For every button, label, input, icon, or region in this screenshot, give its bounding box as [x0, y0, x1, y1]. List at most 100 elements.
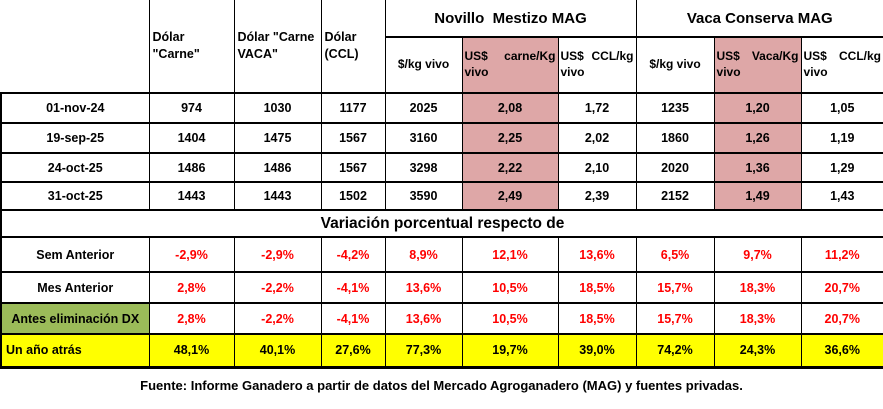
variation-cell: -2,2%: [233, 271, 322, 304]
variation-cell: 36,6%: [800, 333, 883, 369]
price-cell: 1,49: [713, 181, 802, 211]
row-label-date: 31-oct-25: [0, 181, 150, 211]
variation-cell: 8,9%: [384, 236, 463, 273]
price-cell: 1860: [635, 122, 715, 154]
variation-cell: -2,9%: [148, 236, 235, 273]
price-cell: 1,20: [713, 92, 802, 124]
variation-cell: -2,9%: [233, 236, 322, 273]
price-cell: 1030: [233, 92, 322, 124]
variation-cell: 18,3%: [713, 271, 802, 304]
price-cell: 2,39: [557, 181, 637, 211]
price-table: Dólar "Carne" Dólar "Carne VACA" Dólar (…: [0, 0, 883, 369]
price-cell: 2,22: [461, 152, 559, 183]
price-row: 24-oct-25 1486 1486 1567 3298 2,22 2,10 2020 1,3…: [0, 152, 883, 183]
col-header-dolar-ccl: Dólar (CCL): [320, 0, 386, 94]
price-cell: 1443: [233, 181, 322, 211]
variation-row: Antes eliminación DX 2,8% -2,2% -4,1% 13,6% 1…: [0, 302, 883, 335]
variation-cell: 20,7%: [800, 271, 883, 304]
variation-cell: 13,6%: [384, 271, 463, 304]
variation-cell: 13,6%: [557, 236, 637, 273]
col-header-dolar-carne-vaca: Dólar "Carne VACA": [233, 0, 322, 94]
price-cell: 2152: [635, 181, 715, 211]
row-label-variation: Mes Anterior: [0, 271, 150, 304]
price-cell: 3298: [384, 152, 463, 183]
price-cell: 1177: [320, 92, 386, 124]
variation-cell: 2,8%: [148, 302, 235, 335]
corner-empty-cell: [1, 0, 150, 94]
price-cell: 1486: [148, 152, 235, 183]
price-cell: 1,19: [800, 122, 883, 154]
price-cell: 1567: [320, 152, 386, 183]
col-header-novillo-usd-ccl: US$ CCL/kg vivo: [557, 36, 637, 94]
variation-cell: 18,3%: [713, 302, 802, 335]
price-cell: 1567: [320, 122, 386, 154]
source-note: Fuente: Informe Ganadero a partir de dat…: [140, 377, 743, 393]
price-cell: 1,29: [800, 152, 883, 183]
price-row: 01-nov-24 974 1030 1177 2025 2,08 1,72 1235 1,20…: [0, 92, 883, 124]
row-label-date: 24-oct-25: [0, 152, 150, 183]
variation-cell: 12,1%: [461, 236, 559, 273]
group-header-vaca-conserva-mag: Vaca Conserva MAG: [635, 0, 883, 38]
col-header-novillo-kg-vivo: $/kg vivo: [384, 36, 463, 94]
variation-cell: 10,5%: [461, 302, 559, 335]
variation-cell: -2,2%: [233, 302, 322, 335]
variation-cell: 15,7%: [635, 302, 715, 335]
group-header-novillo-mestizo-mag: Novillo Mestizo MAG: [384, 0, 637, 38]
price-row: 19-sep-25 1404 1475 1567 3160 2,25 2,02 1860 1,2…: [0, 122, 883, 154]
variation-cell: 77,3%: [384, 333, 463, 369]
price-cell: 2,10: [557, 152, 637, 183]
price-row: 31-oct-25 1443 1443 1502 3590 2,49 2,39 2152 1,4…: [0, 181, 883, 211]
price-cell: 2025: [384, 92, 463, 124]
variation-cell: 24,3%: [713, 333, 802, 369]
price-cell: 1,05: [800, 92, 883, 124]
col-header-dolar-carne: Dólar "Carne": [148, 0, 235, 94]
row-label-date: 01-nov-24: [0, 92, 150, 124]
variation-cell: 18,5%: [557, 302, 637, 335]
variation-cell: 13,6%: [384, 302, 463, 335]
variation-cell: 2,8%: [148, 271, 235, 304]
price-cell: 3590: [384, 181, 463, 211]
variation-cell: 40,1%: [233, 333, 322, 369]
price-cell: 1475: [233, 122, 322, 154]
variation-cell: 9,7%: [713, 236, 802, 273]
header-sub-row: $/kg vivo US$ carne/Kg vivo US$ CCL/kg v…: [1, 36, 883, 94]
variation-section-title: Variación porcentual respecto de: [0, 209, 883, 238]
price-cell: 1502: [320, 181, 386, 211]
price-cell: 1,43: [800, 181, 883, 211]
variation-cell: 10,5%: [461, 271, 559, 304]
variation-cell: 48,1%: [148, 333, 235, 369]
price-cell: 2,02: [557, 122, 637, 154]
price-cell: 974: [148, 92, 235, 124]
row-label-variation: Un año atrás: [0, 333, 150, 369]
col-header-vaca-kg-vivo: $/kg vivo: [635, 36, 715, 94]
price-cell: 1,26: [713, 122, 802, 154]
col-header-novillo-usd-carne: US$ carne/Kg vivo: [461, 36, 559, 94]
variation-cell: 15,7%: [635, 271, 715, 304]
price-cell: 2,08: [461, 92, 559, 124]
row-label-variation: Antes eliminación DX: [0, 302, 150, 335]
price-cell: 2020: [635, 152, 715, 183]
variation-cell: 27,6%: [320, 333, 386, 369]
col-header-vaca-usd-ccl: US$ CCL/kg vivo: [800, 36, 883, 94]
row-label-date: 19-sep-25: [0, 122, 150, 154]
row-label-variation: Sem Anterior: [0, 236, 150, 273]
variation-cell: -4,2%: [320, 236, 386, 273]
price-cell: 2,49: [461, 181, 559, 211]
price-cell: 2,25: [461, 122, 559, 154]
variation-row: Un año atrás 48,1% 40,1% 27,6% 77,3% 19,7% 39,…: [0, 333, 883, 369]
price-cell: 1,72: [557, 92, 637, 124]
variation-cell: 11,2%: [800, 236, 883, 273]
variation-row: Mes Anterior 2,8% -2,2% -4,1% 13,6% 10,5% 18,5…: [0, 271, 883, 304]
variation-cell: 20,7%: [800, 302, 883, 335]
variation-cell: 74,2%: [635, 333, 715, 369]
price-cell: 1404: [148, 122, 235, 154]
variation-cell: -4,1%: [320, 271, 386, 304]
price-cell: 1443: [148, 181, 235, 211]
variation-title-row: Variación porcentual respecto de: [0, 209, 883, 238]
price-cell: 1,36: [713, 152, 802, 183]
variation-cell: 18,5%: [557, 271, 637, 304]
variation-cell: 39,0%: [557, 333, 637, 369]
price-cell: 3160: [384, 122, 463, 154]
col-header-vaca-usd-vaca: US$ Vaca/Kg vivo: [713, 36, 802, 94]
